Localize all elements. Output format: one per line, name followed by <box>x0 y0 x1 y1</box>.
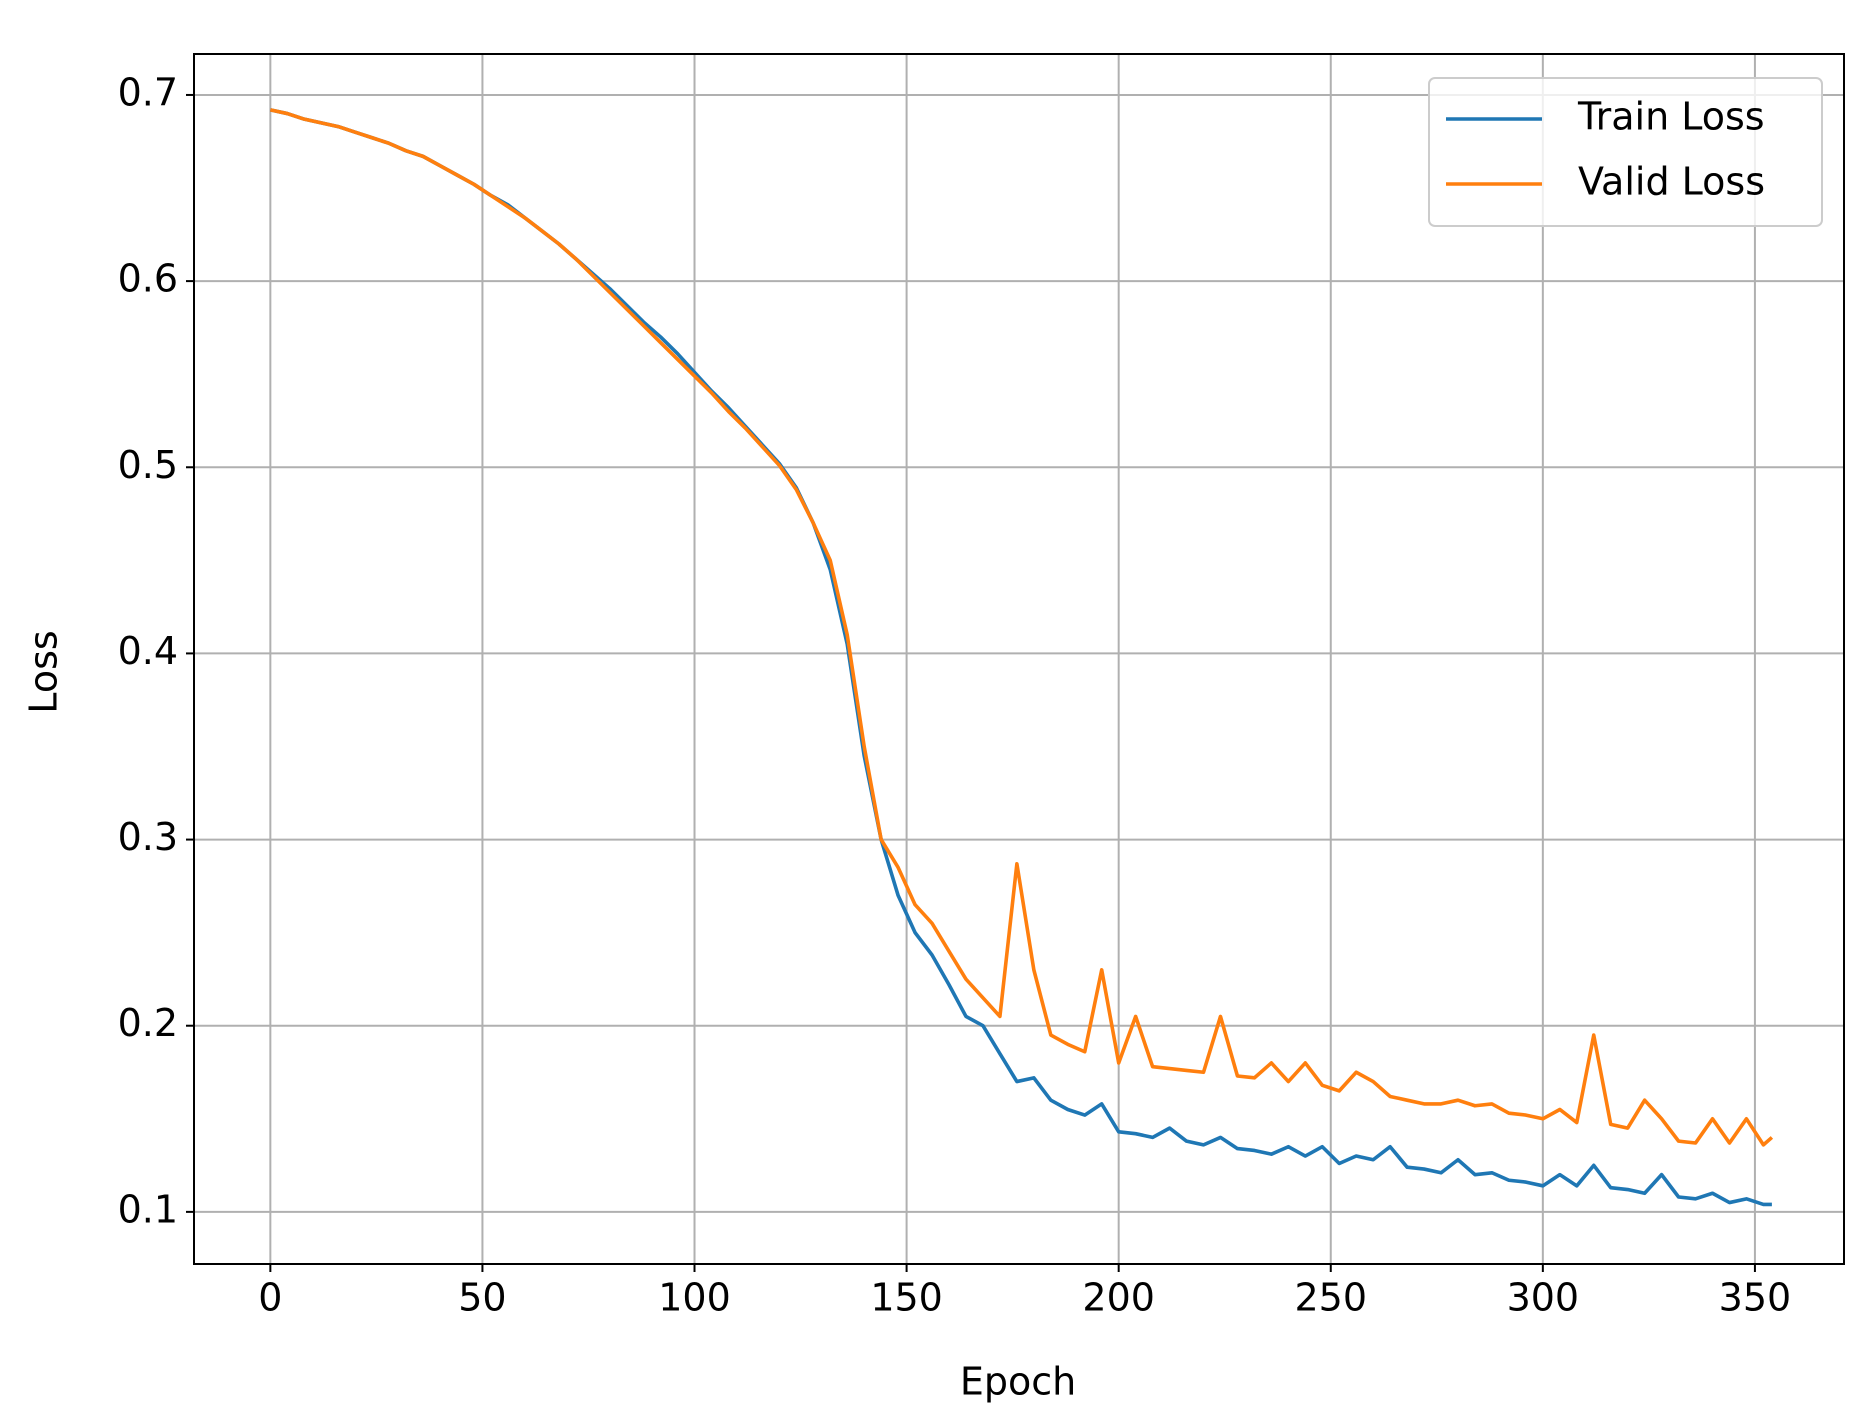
plot-frame <box>193 53 1845 1265</box>
series-line <box>269 108 1774 1147</box>
x-tick-label: 300 <box>1507 1276 1580 1320</box>
x-tick-label: 100 <box>658 1276 731 1320</box>
x-tick-label: 150 <box>870 1276 943 1320</box>
x-tick-label: 350 <box>1719 1276 1792 1320</box>
legend-label: Valid Loss <box>1578 160 1765 204</box>
legend-box <box>1428 77 1823 227</box>
x-tick-label: 50 <box>458 1276 506 1320</box>
y-tick-label: 0.2 <box>118 1001 178 1045</box>
y-axis-label: Loss <box>22 630 66 713</box>
y-tick-label: 0.5 <box>118 443 178 487</box>
y-tick-label: 0.1 <box>118 1187 178 1231</box>
y-tick-label: 0.7 <box>118 70 178 114</box>
x-tick-label: 250 <box>1294 1276 1367 1320</box>
legend-label: Train Loss <box>1577 95 1765 139</box>
y-tick-label: 0.3 <box>118 815 178 859</box>
y-tick-label: 0.4 <box>118 629 178 673</box>
x-tick-label: 200 <box>1082 1276 1155 1320</box>
y-tick-label: 0.6 <box>118 257 178 301</box>
x-tick-label: 0 <box>258 1276 282 1320</box>
x-axis-label: Epoch <box>960 1360 1076 1404</box>
series-line <box>269 108 1772 1207</box>
